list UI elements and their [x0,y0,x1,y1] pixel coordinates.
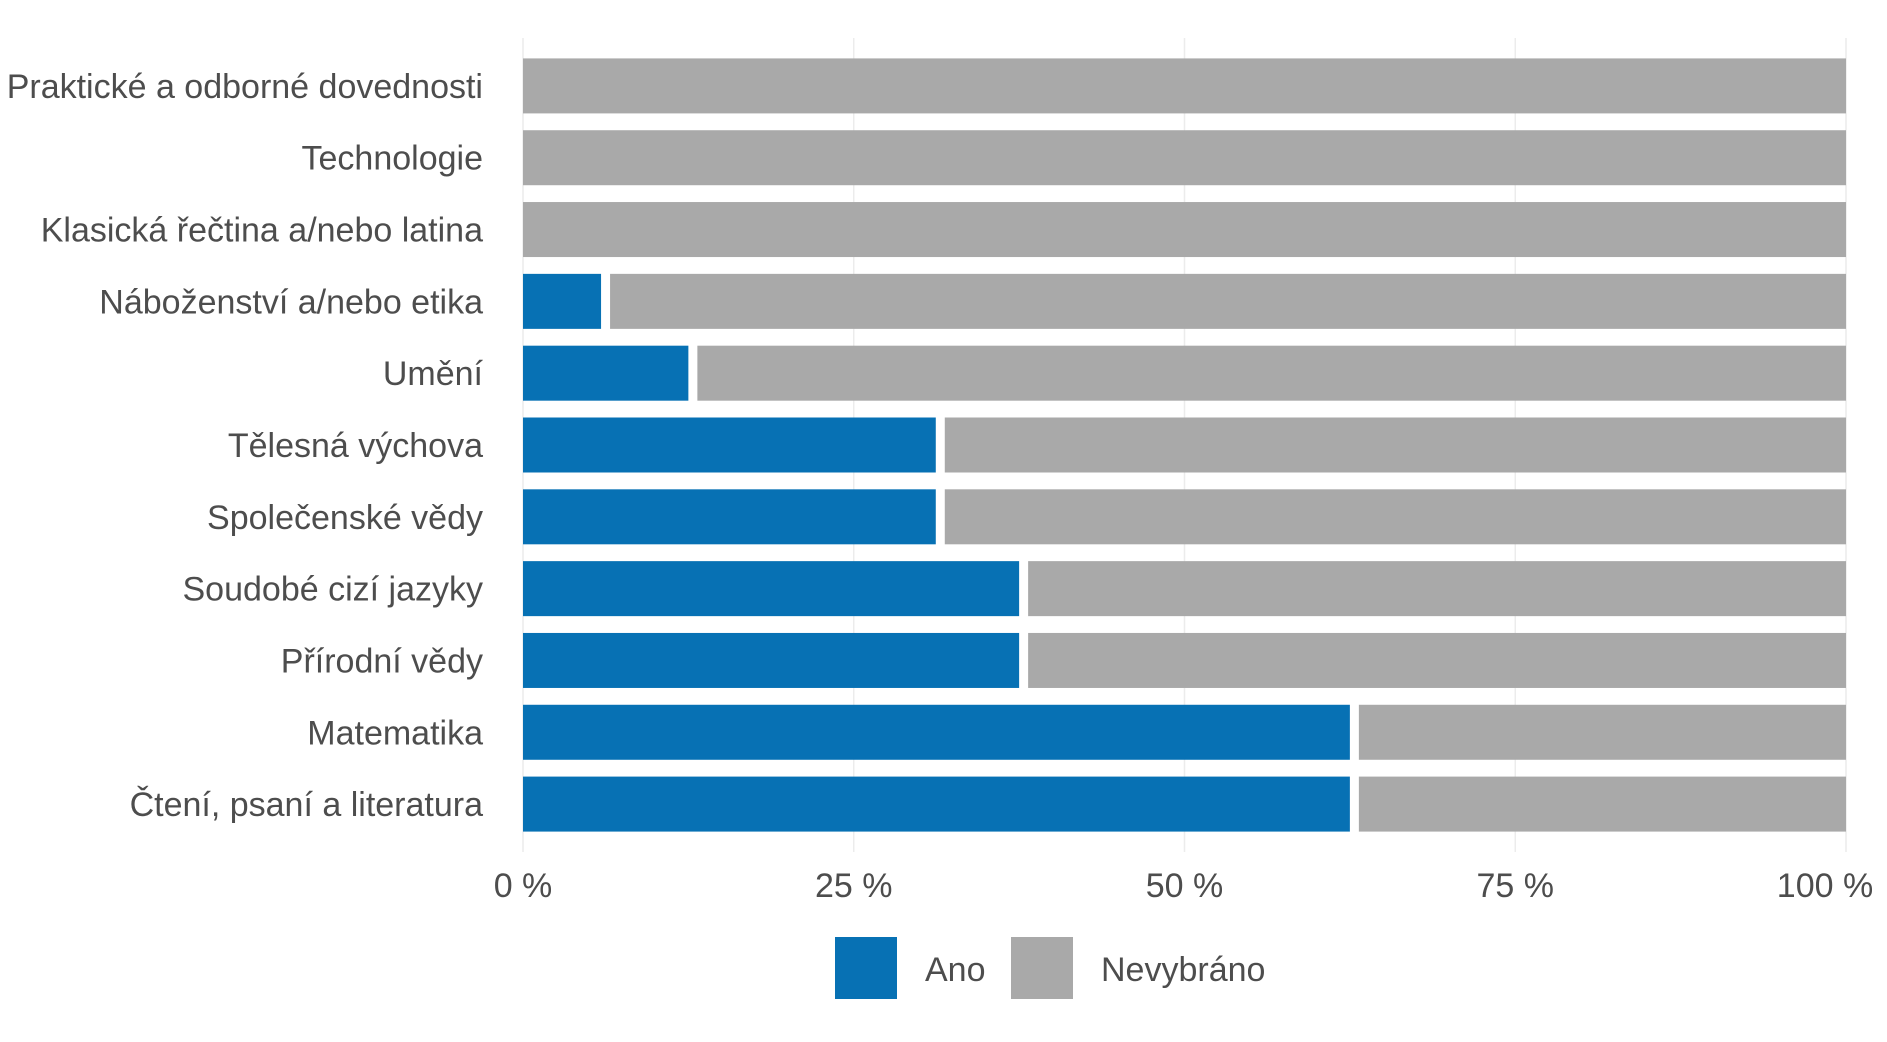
category-label-7: Soudobé cizí jazyky [183,571,484,609]
bar-ano-10 [523,776,1350,832]
bar-ano-7 [523,561,1020,617]
x-tick-label-2: 50 % [1146,867,1224,905]
bar-nevybráno-1 [523,130,1846,186]
category-label-8: Přírodní vědy [281,642,483,680]
x-tick-label-0: 0 % [494,867,553,905]
legend-label-nevybráno: Nevybráno [1101,951,1265,989]
bar-nevybráno-2 [523,202,1846,258]
bar-nevybráno-5 [944,417,1846,473]
category-label-5: Tělesná výchova [228,427,483,465]
legend-swatch-nevybráno [1011,937,1073,999]
bar-nevybráno-0 [523,58,1846,114]
x-tick-label-1: 25 % [815,867,893,905]
bar-ano-4 [523,345,689,401]
bars [523,58,1846,832]
bar-ano-6 [523,489,936,545]
category-label-4: Umění [383,355,484,393]
x-tick-label-3: 75 % [1477,867,1555,905]
category-label-6: Společenské vědy [207,499,483,537]
bar-nevybráno-6 [944,489,1846,545]
category-label-10: Čtení, psaní a literatura [130,786,484,824]
legend-label-ano: Ano [925,951,986,989]
category-label-0: Praktické a odborné dovednosti [7,68,483,106]
bar-nevybráno-9 [1358,704,1846,760]
x-tick-label-4: 100 % [1777,867,1873,905]
bar-nevybráno-3 [610,273,1846,329]
category-labels: Praktické a odborné dovednosti Technologi… [7,68,484,824]
legend-swatch-ano [835,937,897,999]
bar-ano-3 [523,273,602,329]
category-label-1: Technologie [302,140,483,178]
bar-nevybráno-8 [1028,632,1846,688]
bar-nevybráno-7 [1028,561,1846,617]
bar-nevybráno-4 [697,345,1846,401]
bar-ano-5 [523,417,936,473]
bar-ano-8 [523,632,1020,688]
category-label-2: Klasická řečtina a/nebo latina [41,212,483,250]
bar-ano-9 [523,704,1350,760]
category-label-9: Matematika [307,714,483,752]
category-label-3: Náboženství a/nebo etika [99,283,483,321]
bar-nevybráno-10 [1358,776,1846,832]
legend: Ano Nevybráno [835,937,1265,999]
x-axis-tick-labels: 0 % 25 % 50 % 75 % 100 % [494,867,1874,905]
